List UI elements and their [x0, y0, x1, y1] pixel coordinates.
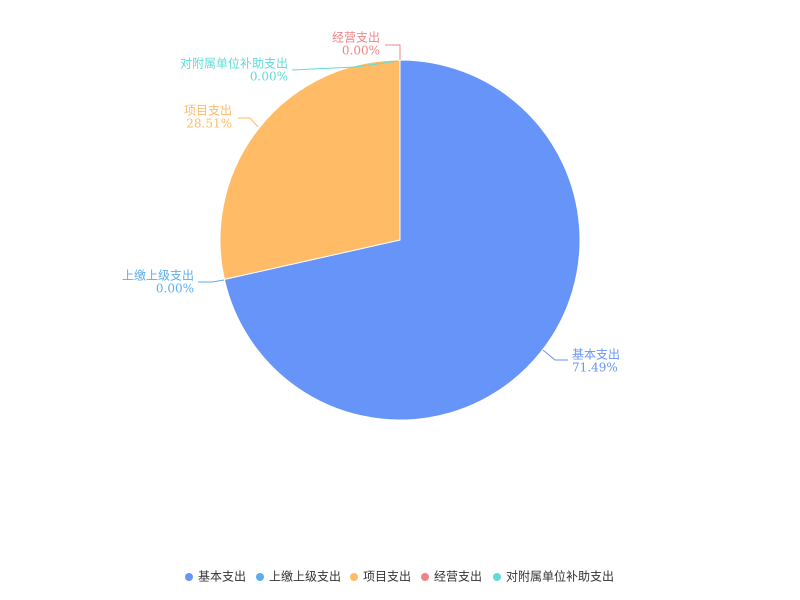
legend-label[interactable]: 上缴上级支出 [269, 569, 341, 584]
legend-marker[interactable] [185, 573, 193, 581]
slice-value-label: 0.00% [156, 282, 194, 296]
slice-label: 基本支出 [572, 348, 620, 362]
legend-marker[interactable] [493, 573, 501, 581]
legend-marker[interactable] [421, 573, 429, 581]
pie-slice [223, 59, 581, 421]
leader-line [385, 44, 401, 60]
legend-marker[interactable] [350, 573, 358, 581]
slice-label: 上缴上级支出 [122, 268, 194, 283]
legend-label[interactable]: 经营支出 [434, 570, 482, 584]
slice-value-label: 28.51% [186, 117, 232, 131]
pie-slice [219, 59, 401, 280]
slice-label: 对附属单位补助支出 [180, 56, 288, 71]
slice-value-label: 0.00% [342, 44, 380, 58]
slice-value-label: 71.49% [572, 361, 618, 375]
slice-label: 项目支出 [184, 104, 232, 118]
leader-line [291, 60, 399, 71]
leader-line [238, 117, 259, 128]
leader-line [542, 349, 568, 361]
legend-marker[interactable] [256, 573, 264, 581]
legend-label[interactable]: 对附属单位补助支出 [506, 569, 614, 584]
legend-label[interactable]: 基本支出 [198, 570, 246, 584]
slice-label: 经营支出 [332, 31, 380, 45]
legend-label[interactable]: 项目支出 [363, 570, 411, 584]
leader-line [198, 279, 225, 283]
slice-value-label: 0.00% [250, 70, 288, 84]
